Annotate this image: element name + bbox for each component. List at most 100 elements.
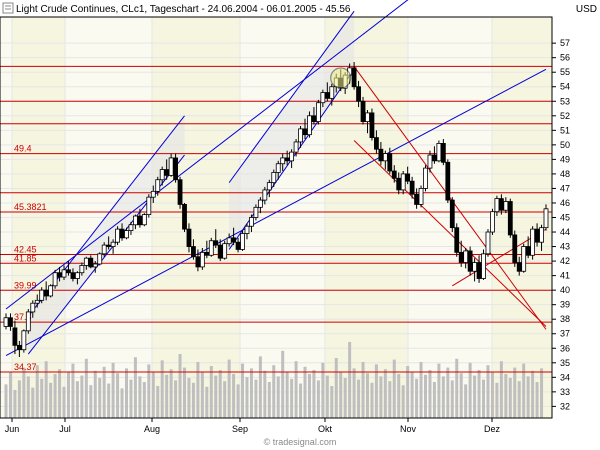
candle-body	[539, 227, 544, 243]
trendline	[353, 140, 547, 327]
candle-body	[217, 244, 223, 259]
volume-bar	[535, 382, 539, 418]
volume-bar	[49, 382, 53, 418]
volume-bar	[383, 369, 387, 418]
volume-bar	[415, 378, 419, 418]
candle-body	[467, 250, 473, 272]
volume-bar	[4, 384, 8, 418]
volume-bar	[446, 367, 450, 418]
y-tick-label: 50	[560, 140, 570, 150]
y-tick-label: 32	[560, 401, 570, 411]
candle-body	[249, 217, 254, 227]
volume-bar	[165, 374, 169, 418]
candle-body	[21, 330, 27, 351]
candle-body	[315, 102, 321, 123]
x-tick-label: Nov	[400, 424, 417, 434]
volume-bar	[432, 382, 436, 418]
y-tick-label: 45	[560, 213, 570, 223]
currency-label: USD	[576, 4, 597, 15]
channel-fills	[28, 11, 355, 355]
candle-body	[79, 265, 85, 274]
volume-bar	[316, 380, 320, 418]
candle-body	[257, 199, 263, 208]
y-tick-label: 54	[560, 82, 570, 92]
y-tick-label: 49	[560, 154, 570, 164]
candle-body	[231, 237, 237, 243]
x-tick-label: Sep	[232, 424, 248, 434]
volume-bar	[89, 385, 93, 418]
candle-body	[186, 228, 192, 247]
candle-body	[253, 206, 259, 218]
volume-bar	[272, 365, 276, 418]
volume-bar	[343, 378, 347, 418]
volume-bar	[13, 390, 17, 418]
candle-body	[8, 317, 13, 327]
candle-body	[244, 225, 250, 234]
candle-body	[396, 177, 402, 191]
candle-body	[445, 161, 451, 201]
candle-body	[199, 251, 205, 268]
candle-body	[503, 201, 509, 211]
level-label: 45.3821	[14, 202, 47, 212]
candle-body	[208, 240, 214, 256]
candle-body	[173, 157, 178, 181]
volume-bar	[120, 388, 124, 418]
volume-bar	[200, 372, 204, 418]
candle-body	[534, 228, 540, 243]
candle-body	[400, 173, 406, 191]
y-tick-label: 56	[560, 53, 570, 63]
volume-bar	[486, 365, 490, 418]
candle-body	[48, 285, 54, 297]
candle-body	[490, 211, 495, 233]
volume-bar	[303, 366, 307, 418]
candle-body	[369, 112, 375, 138]
candle-body	[164, 169, 170, 176]
candle-body	[83, 257, 89, 266]
volume-bar	[513, 367, 517, 418]
volume-bar	[522, 363, 526, 418]
candle-body	[52, 272, 58, 287]
volume-bar	[62, 386, 66, 418]
volume-bar	[93, 370, 97, 418]
x-tick-label: Jul	[59, 424, 71, 434]
candle-body	[280, 157, 286, 165]
candle-body	[155, 179, 161, 192]
menu-icon[interactable]	[2, 2, 14, 14]
volume-bar	[334, 358, 338, 418]
y-tick-label: 38	[560, 314, 570, 324]
volume-bar	[31, 387, 35, 418]
grid-lines	[0, 17, 552, 418]
trendline	[5, 68, 547, 356]
volume-bar	[361, 362, 365, 418]
candle-body	[195, 256, 201, 268]
candles	[3, 62, 549, 357]
x-tick-label: Okt	[318, 424, 333, 434]
y-tick-label: 37	[560, 329, 570, 339]
candle-body	[16, 344, 22, 351]
volume-bar	[116, 373, 120, 418]
candle-body	[293, 141, 299, 153]
volume-bar	[482, 379, 486, 418]
volume-bar	[437, 363, 441, 418]
volume-bar	[191, 382, 195, 418]
candle-body	[472, 262, 477, 272]
candle-body	[12, 327, 18, 346]
candle-body	[61, 269, 67, 278]
candle-body	[240, 233, 245, 250]
candle-body	[507, 201, 513, 236]
volume-bar	[419, 362, 423, 418]
volume-bar	[388, 381, 392, 418]
y-tick-label: 41	[560, 271, 570, 281]
volume-bar	[365, 373, 369, 418]
y-tick-label: 44	[560, 227, 570, 237]
candle-body	[128, 224, 134, 231]
volume-bar	[312, 370, 316, 418]
candle-body	[177, 179, 183, 205]
volume-bar	[169, 369, 173, 418]
candle-body	[75, 272, 80, 279]
volume-bar	[330, 386, 334, 418]
candle-body	[414, 193, 419, 205]
volume-bar	[517, 381, 521, 418]
candle-body	[440, 143, 446, 163]
volume-bar	[294, 361, 298, 418]
